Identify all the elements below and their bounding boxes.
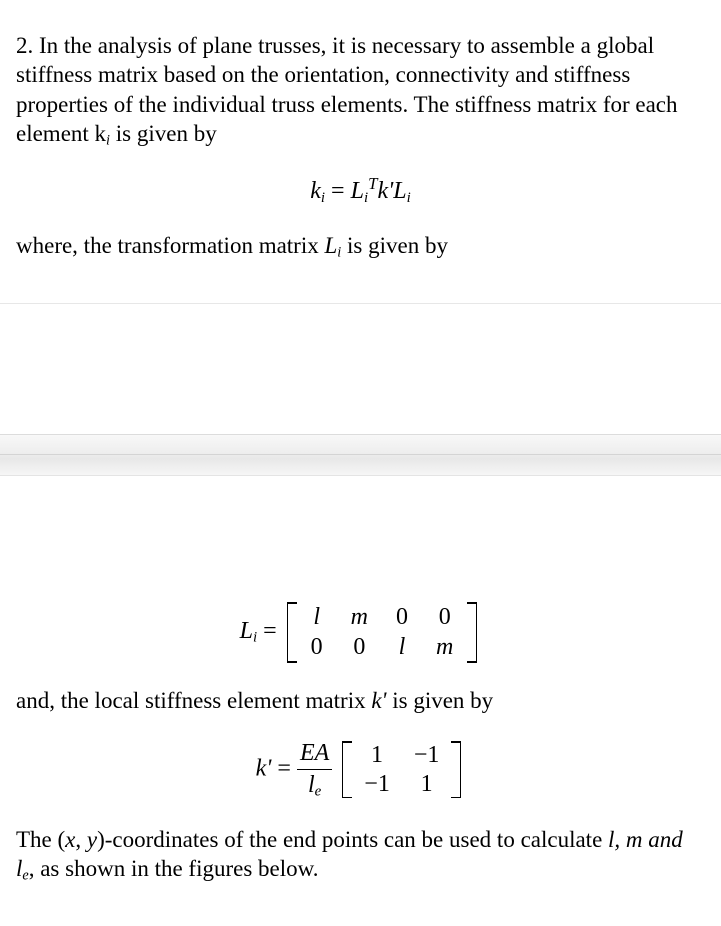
matrix-cell: 0 (382, 602, 422, 632)
local-stiffness-line: and, the local stiffness element matrix … (16, 686, 705, 715)
kp-den-sub: e (315, 784, 322, 800)
bracket-left-icon (342, 741, 352, 798)
Li-matrix: lm0000lm (287, 602, 478, 663)
kp-frac-den: le (297, 769, 332, 802)
kp-frac-num: EA (297, 738, 332, 769)
kp-den-l: l (308, 772, 315, 798)
Li-sub: i (253, 630, 257, 646)
outro-b: )-coordinates of the end points can be u… (97, 827, 608, 852)
eq-sign-2: = (263, 618, 283, 644)
Li-L: L (240, 618, 253, 644)
question-page-continued: Li = lm0000lm and, the local stiffness e… (0, 564, 721, 926)
matrix-row: −11 (352, 770, 451, 798)
ki-L2: L (393, 178, 406, 204)
eq-sign-1: = (331, 178, 351, 204)
ls-b: is given by (386, 688, 493, 713)
kp-matrix: 1−1−11 (342, 741, 461, 798)
page-gap (0, 303, 721, 564)
matrix-cell: 1 (352, 741, 402, 769)
page-gap-shade (0, 434, 721, 476)
ki-L: L (351, 178, 364, 204)
outro-y: y (87, 827, 97, 852)
matrix-cell: −1 (352, 770, 402, 798)
equation-ki: ki = LiTk'Li (16, 173, 705, 208)
ki-k: k (310, 178, 321, 204)
eq-sign-3: = (277, 755, 297, 781)
bracket-left-icon (287, 602, 297, 663)
matrix-cell: 0 (297, 632, 337, 662)
matrix-row: 00lm (297, 632, 468, 662)
outro-mid1: , (75, 827, 87, 852)
transform-a: where, the transformation matrix (16, 233, 324, 258)
matrix-cell: 0 (422, 602, 467, 632)
kp-matrix-table: 1−1−11 (352, 741, 451, 798)
ls-a: and, the local stiffness element matrix (16, 688, 371, 713)
kp-lhs: k' (256, 755, 272, 781)
intro-tail: is given by (110, 121, 217, 146)
matrix-row: lm00 (297, 602, 468, 632)
bracket-right-icon (451, 741, 461, 798)
bracket-right-icon (467, 602, 477, 663)
matrix-cell: m (337, 602, 382, 632)
transform-b: is given by (341, 233, 448, 258)
matrix-cell: 1 (402, 770, 452, 798)
outro-a: The ( (16, 827, 65, 852)
Li-matrix-table: lm0000lm (297, 602, 468, 663)
matrix-cell: l (297, 602, 337, 632)
matrix-row: 1−1 (352, 741, 451, 769)
equation-kprime: k' = EA le 1−1−11 (16, 738, 705, 801)
intro-paragraph: 2. In the analysis of plane trusses, it … (16, 31, 705, 150)
ki-kprime: k' (377, 178, 393, 204)
matrix-cell: −1 (402, 741, 452, 769)
transform-L: L (324, 233, 337, 258)
transform-line: where, the transformation matrix Li is g… (16, 231, 705, 262)
equation-Li: Li = lm0000lm (16, 602, 705, 663)
matrix-cell: 0 (337, 632, 382, 662)
matrix-cell: l (382, 632, 422, 662)
outro-x: x (65, 827, 75, 852)
page-gap-rule (0, 454, 721, 455)
ls-k: k' (371, 688, 386, 713)
question-page: 2. In the analysis of plane trusses, it … (0, 0, 721, 303)
outro-tail: , as shown in the figures below. (29, 856, 319, 881)
ki-L2-sub: i (407, 190, 411, 206)
matrix-cell: m (422, 632, 467, 662)
kp-fraction: EA le (297, 738, 332, 801)
outro-paragraph: The (x, y)-coordinates of the end points… (16, 825, 705, 885)
ki-sub: i (321, 190, 325, 206)
